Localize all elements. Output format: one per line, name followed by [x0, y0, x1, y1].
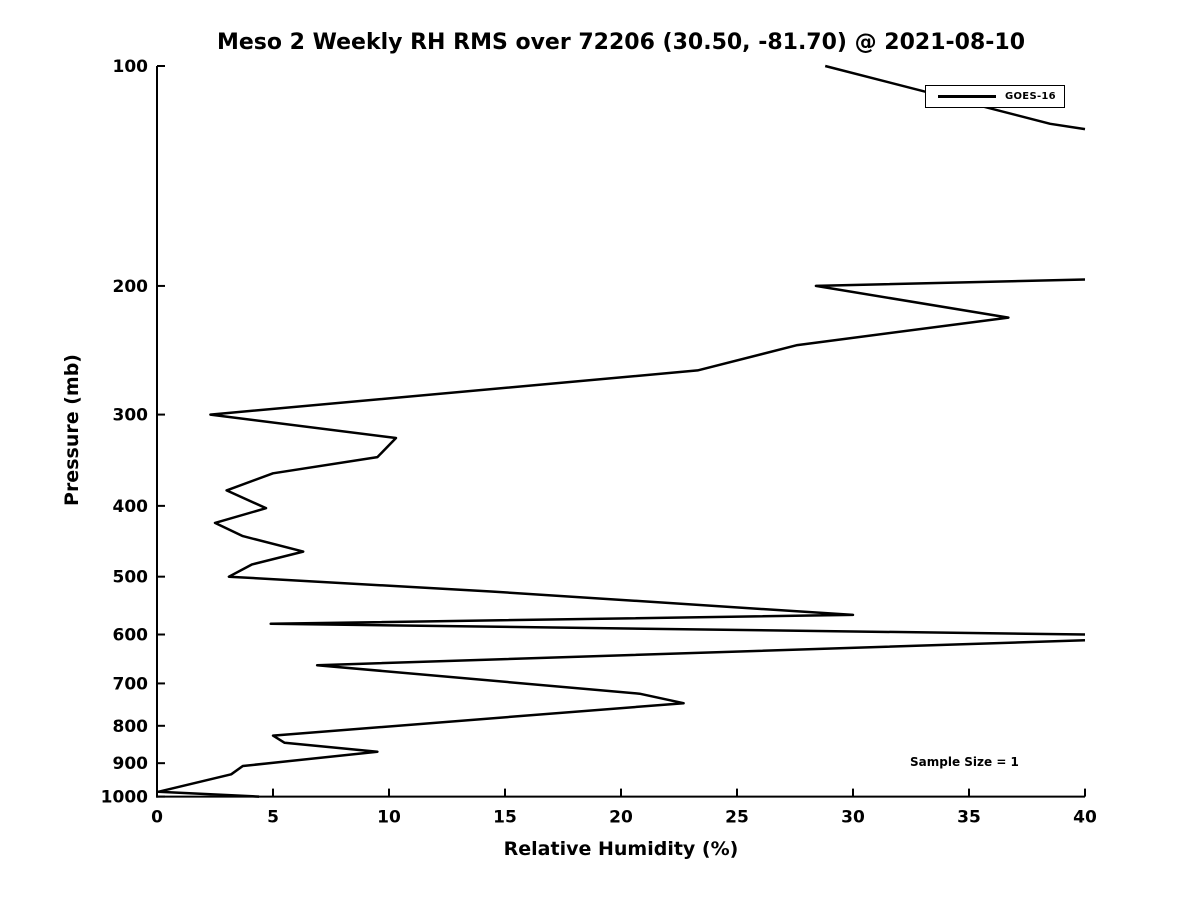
y-axis-label: Pressure (mb) [61, 354, 83, 506]
y-tick-label: 500 [113, 568, 149, 588]
x-tick-label: 15 [493, 808, 517, 828]
x-axis-label: Relative Humidity (%) [503, 838, 739, 860]
legend: GOES-16 [925, 85, 1065, 108]
y-tick-label: 200 [113, 277, 149, 297]
x-tick-label: 5 [267, 808, 279, 828]
x-tick-label: 40 [1073, 808, 1097, 828]
y-tick-label: 900 [113, 754, 149, 774]
y-tick-label: 400 [113, 497, 149, 517]
y-tick-label: 1000 [101, 788, 148, 808]
y-tick-label: 100 [113, 57, 149, 77]
x-tick-label: 0 [151, 808, 163, 828]
chart-title: Meso 2 Weekly RH RMS over 72206 (30.50, … [216, 30, 1026, 55]
sample-size-annotation: Sample Size = 1 [910, 755, 1019, 769]
x-tick-label: 25 [725, 808, 749, 828]
series-line-goes16 [156, 64, 1086, 798]
series-layer [156, 64, 1086, 798]
legend-line-sample [938, 95, 996, 98]
y-tick-label: 600 [113, 626, 149, 646]
x-tick-label: 20 [609, 808, 633, 828]
y-tick-label: 800 [113, 717, 149, 737]
x-tick-label: 35 [957, 808, 981, 828]
x-tick-label: 30 [841, 808, 865, 828]
legend-series-label: GOES-16 [1005, 91, 1056, 102]
y-tick-label: 300 [113, 406, 149, 426]
x-tick-label: 10 [377, 808, 401, 828]
y-tick-label: 700 [113, 674, 149, 694]
